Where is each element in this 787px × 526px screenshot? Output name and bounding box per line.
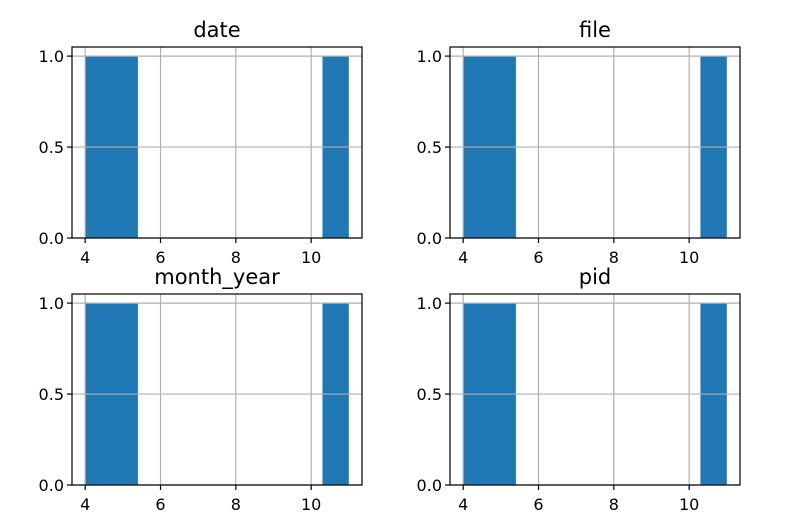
subplot-title: pid	[579, 265, 612, 289]
subplot-month-year: 4 6 8 10 0.0 0.5 1.0 month_year	[39, 265, 363, 514]
y-tick-label: 0.0	[39, 229, 64, 248]
subplot-title: file	[579, 18, 611, 42]
x-tick-label: 6	[155, 495, 165, 514]
subplot-title: month_year	[154, 265, 280, 290]
axes-frame	[71, 46, 363, 239]
axes-frame	[71, 293, 363, 486]
x-tick-label: 10	[301, 248, 321, 267]
y-tick-label: 0.5	[417, 385, 442, 404]
y-tick-label: 1.0	[417, 47, 442, 66]
axes-frame	[449, 293, 741, 486]
x-tick-label: 6	[155, 248, 165, 267]
y-tick-label: 0.0	[417, 229, 442, 248]
y-tick-label: 0.5	[417, 138, 442, 157]
subplot-title: date	[193, 18, 240, 42]
y-tick-label: 0.0	[417, 476, 442, 495]
x-tick-label: 4	[458, 248, 468, 267]
subplot-file: 4 6 8 10 0.0 0.5 1.0 file	[417, 18, 741, 267]
x-tick-label: 10	[301, 495, 321, 514]
x-tick-label: 6	[533, 495, 543, 514]
y-tick-label: 1.0	[39, 294, 64, 313]
x-tick-label: 8	[231, 495, 241, 514]
x-tick-label: 10	[679, 248, 699, 267]
x-tick-label: 6	[533, 248, 543, 267]
y-tick-label: 1.0	[417, 294, 442, 313]
subplot-date: 4 6 8 10 0.0 0.5 1.0 date	[39, 18, 363, 267]
axes-frame	[449, 46, 741, 239]
y-tick-label: 1.0	[39, 47, 64, 66]
x-tick-label: 4	[80, 495, 90, 514]
subplot-pid: 4 6 8 10 0.0 0.5 1.0 pid	[417, 265, 741, 514]
y-tick-label: 0.5	[39, 385, 64, 404]
x-tick-label: 8	[609, 495, 619, 514]
x-tick-label: 4	[80, 248, 90, 267]
x-tick-label: 4	[458, 495, 468, 514]
x-tick-label: 8	[231, 248, 241, 267]
y-tick-label: 0.5	[39, 138, 64, 157]
y-tick-label: 0.0	[39, 476, 64, 495]
x-tick-label: 8	[609, 248, 619, 267]
x-tick-label: 10	[679, 495, 699, 514]
